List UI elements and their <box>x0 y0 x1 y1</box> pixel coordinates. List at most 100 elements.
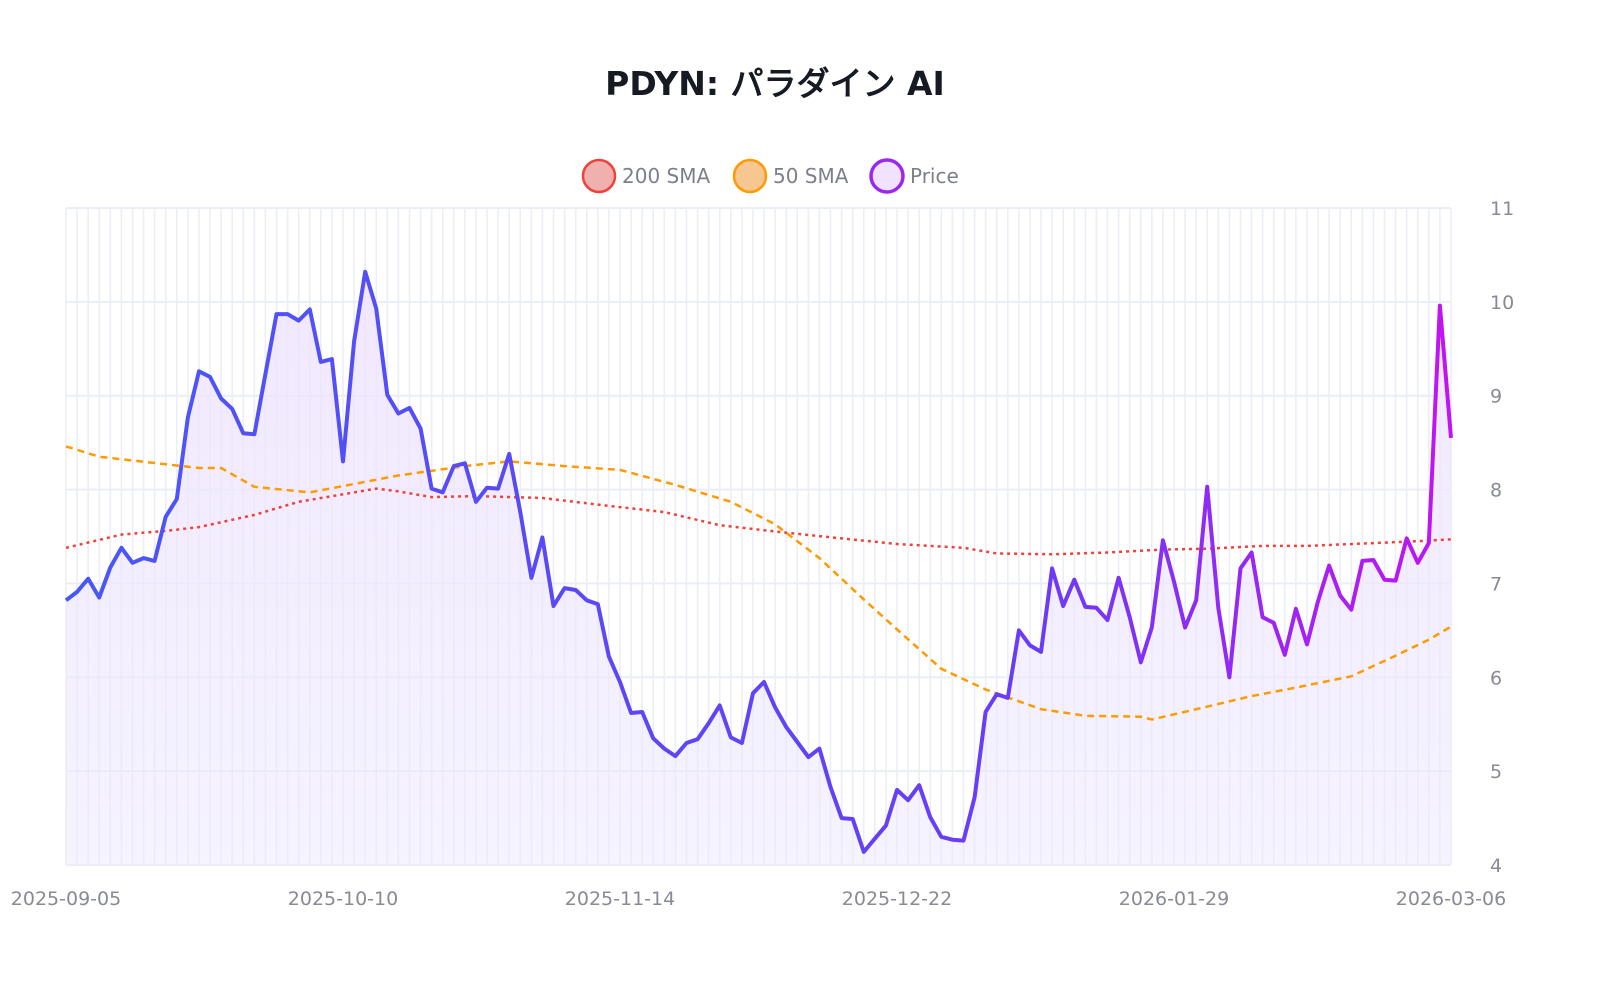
price-point <box>153 559 157 563</box>
price-point <box>1183 626 1187 630</box>
price-point <box>629 711 633 715</box>
price-point <box>119 546 123 550</box>
price-point <box>252 432 256 436</box>
price-line <box>64 269 1453 854</box>
price-point <box>806 755 810 759</box>
price-point <box>241 431 245 435</box>
price-point <box>1117 576 1121 580</box>
price-point <box>108 565 112 569</box>
price-point <box>330 357 334 361</box>
x-tick-label: 2025-09-05 <box>11 888 121 910</box>
price-point <box>352 339 356 343</box>
price-point <box>1383 578 1387 582</box>
price-point <box>130 561 134 565</box>
y-tick-label: 6 <box>1490 667 1502 689</box>
legend-item-price[interactable]: Price <box>869 158 959 194</box>
y-tick-label: 9 <box>1490 386 1502 408</box>
price-point <box>1139 660 1143 664</box>
price-point <box>142 556 146 560</box>
price-point <box>873 837 877 841</box>
price-point <box>829 785 833 789</box>
price-point <box>1216 606 1220 610</box>
price-point <box>485 486 489 490</box>
x-tick-label: 2025-12-22 <box>842 888 952 910</box>
price-point <box>197 369 201 373</box>
price-point <box>1327 564 1331 568</box>
price-point <box>1438 304 1442 308</box>
price-point <box>1238 566 1242 570</box>
price-point <box>1360 559 1364 563</box>
price-point <box>1338 594 1342 598</box>
price-point <box>928 815 932 819</box>
price-point <box>563 586 567 590</box>
price-point <box>286 312 290 316</box>
price-point <box>518 510 522 514</box>
price-point <box>407 406 411 410</box>
price-point <box>961 839 965 843</box>
price-point <box>1227 675 1231 679</box>
legend-label-price: Price <box>910 164 959 188</box>
price-point <box>396 412 400 416</box>
price-point <box>186 415 190 419</box>
price-point <box>817 747 821 751</box>
x-tick-label: 2025-11-14 <box>565 888 675 910</box>
sma-200-line <box>65 487 1452 556</box>
price-point <box>973 795 977 799</box>
price-point <box>1250 550 1254 554</box>
price-point <box>707 721 711 725</box>
price-point <box>75 590 79 594</box>
price-point <box>1405 536 1409 540</box>
price-point <box>862 850 866 854</box>
price-point <box>939 835 943 839</box>
price-point <box>164 515 168 519</box>
price-point <box>230 407 234 411</box>
price-point <box>297 319 301 323</box>
price-point <box>574 588 578 592</box>
price-point <box>596 602 600 606</box>
price-point <box>1039 650 1043 654</box>
price-area <box>66 271 1451 865</box>
price-point <box>773 705 777 709</box>
price-point <box>895 788 899 792</box>
legend-label-200-sma: 200 SMA <box>622 164 710 188</box>
price-point <box>1394 579 1398 583</box>
price-point <box>684 741 688 745</box>
price-point <box>585 598 589 602</box>
y-tick-label: 4 <box>1490 855 1502 877</box>
price-point <box>1272 621 1276 625</box>
series-lines <box>64 269 1453 854</box>
price-point <box>1150 626 1154 630</box>
price-point <box>1017 628 1021 632</box>
price-point <box>1083 605 1087 609</box>
price-point <box>263 372 267 376</box>
y-tick-label: 11 <box>1490 198 1514 220</box>
price-point <box>1371 558 1375 562</box>
price-point <box>1194 598 1198 602</box>
price-point <box>607 655 611 659</box>
price-point <box>995 692 999 696</box>
legend-item-200-sma[interactable]: 200 SMA <box>581 158 710 194</box>
price-point <box>419 427 423 431</box>
price-point <box>751 691 755 695</box>
price-point <box>1061 604 1065 608</box>
price-point <box>906 798 910 802</box>
price-point <box>529 576 533 580</box>
price-point <box>651 736 655 740</box>
price-point <box>917 783 921 787</box>
price-point <box>219 397 223 401</box>
price-point <box>840 816 844 820</box>
price-point <box>729 735 733 739</box>
price-point <box>363 270 367 274</box>
price-point <box>884 824 888 828</box>
price-point <box>452 464 456 468</box>
price-point <box>1205 485 1209 489</box>
sma-50-line <box>65 445 1452 721</box>
legend-marker-50-sma <box>732 158 768 194</box>
price-point <box>1349 608 1353 612</box>
price-point <box>1161 538 1165 542</box>
price-point <box>1427 541 1431 545</box>
x-tick-label: 2025-10-10 <box>288 888 398 910</box>
legend-item-50-sma[interactable]: 50 SMA <box>732 158 849 194</box>
price-point <box>552 604 556 608</box>
price-point <box>441 490 445 494</box>
